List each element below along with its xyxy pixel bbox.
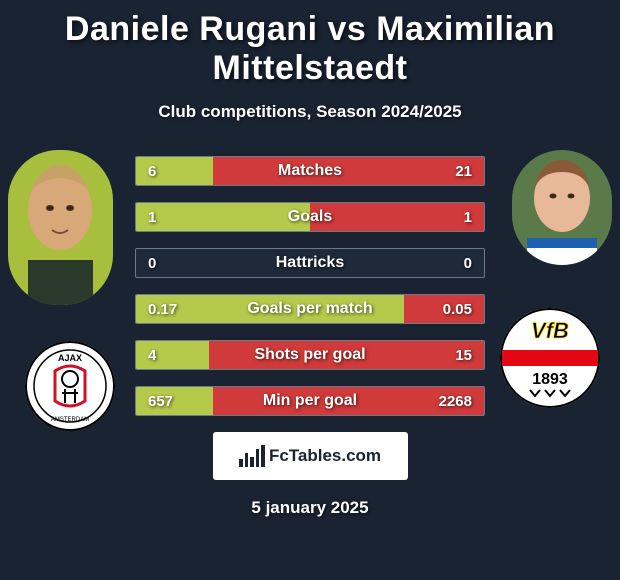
stat-row: 0 Hattricks 0 bbox=[135, 248, 485, 278]
stat-bar-left bbox=[136, 203, 310, 231]
comparison-panel: AJAX AMSTERDAM VfB 1893 6Matches211Goals… bbox=[0, 156, 620, 416]
stat-row: 6 Matches 21 bbox=[135, 156, 485, 186]
stat-value-left: 0 bbox=[148, 255, 156, 272]
stat-label: Goals per match bbox=[247, 300, 372, 318]
stat-value-left: 6 bbox=[148, 163, 156, 180]
fctables-logo-icon bbox=[239, 445, 265, 467]
date-label: 5 january 2025 bbox=[0, 498, 620, 518]
stat-value-left: 657 bbox=[148, 393, 173, 410]
stat-label: Hattricks bbox=[276, 254, 344, 272]
stat-value-left: 4 bbox=[148, 347, 156, 364]
stat-row: 657 Min per goal 2268 bbox=[135, 386, 485, 416]
stat-value-left: 0.17 bbox=[148, 301, 177, 318]
stats-table: 6 Matches 21 1 Goals 1 0 Hattricks 0 0.17 Goals pe… bbox=[135, 156, 485, 416]
svg-text:VfB: VfB bbox=[531, 318, 569, 343]
stat-bar-left bbox=[136, 341, 209, 369]
stat-label: Shots per goal bbox=[254, 346, 365, 364]
player-left-club-badge: AJAX AMSTERDAM bbox=[25, 341, 115, 431]
stat-value-left: 1 bbox=[148, 209, 156, 226]
stat-row: 0.17 Goals per match 0.05 bbox=[135, 294, 485, 324]
stat-value-right: 15 bbox=[455, 347, 472, 364]
svg-text:AMSTERDAM: AMSTERDAM bbox=[51, 417, 89, 423]
stat-value-right: 21 bbox=[455, 163, 472, 180]
page-title: Daniele Rugani vs Maximilian Mittelstaed… bbox=[0, 0, 620, 88]
stat-value-right: 1 bbox=[464, 209, 472, 226]
svg-text:1893: 1893 bbox=[532, 371, 568, 388]
player-right-avatar bbox=[512, 150, 612, 265]
stat-row: 1 Goals 1 bbox=[135, 202, 485, 232]
stat-bar-right bbox=[310, 203, 484, 231]
stat-bar-right bbox=[213, 157, 484, 185]
stat-value-right: 2268 bbox=[439, 393, 472, 410]
stat-value-right: 0 bbox=[464, 255, 472, 272]
stat-value-right: 0.05 bbox=[443, 301, 472, 318]
source-badge: FcTables.com bbox=[213, 432, 408, 480]
player-right-club-badge: VfB 1893 bbox=[500, 308, 600, 408]
player-left-avatar bbox=[8, 150, 113, 305]
source-label: FcTables.com bbox=[269, 446, 381, 466]
stat-row: 4 Shots per goal 15 bbox=[135, 340, 485, 370]
subtitle: Club competitions, Season 2024/2025 bbox=[0, 102, 620, 122]
stat-label: Matches bbox=[278, 162, 342, 180]
svg-text:AJAX: AJAX bbox=[58, 353, 82, 363]
stat-label: Goals bbox=[288, 208, 332, 226]
stat-label: Min per goal bbox=[263, 392, 357, 410]
